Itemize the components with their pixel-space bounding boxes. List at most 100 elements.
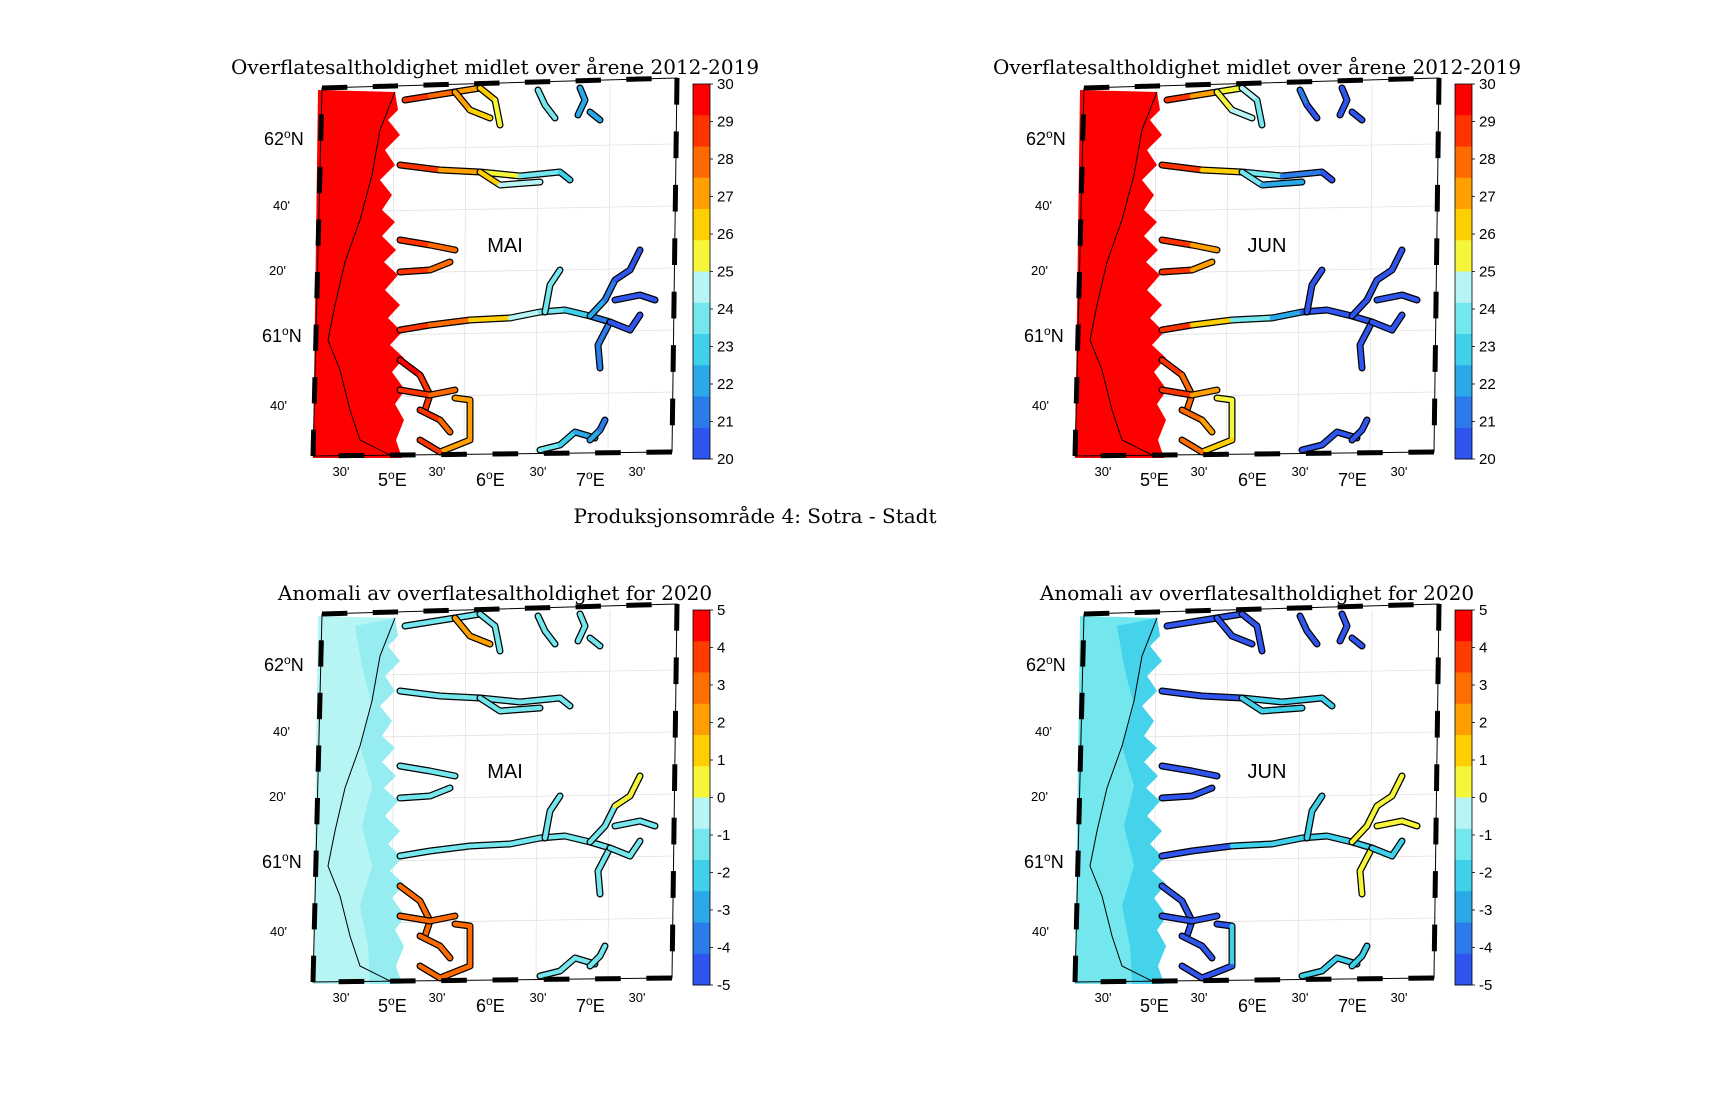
fjord-segment — [452, 611, 483, 621]
fjord-segment — [595, 868, 603, 897]
frame-dash — [318, 640, 324, 667]
fjord-segment — [1299, 442, 1325, 453]
lat-tick-label: 20' — [269, 789, 286, 804]
fjord-segment — [477, 611, 498, 629]
map-frame — [1072, 602, 1442, 985]
graticule-meridian — [463, 609, 467, 981]
fjord-segment — [492, 97, 503, 128]
fjord-segment — [1374, 292, 1405, 303]
fjord-segment — [1199, 167, 1245, 175]
hemisphere-label: N — [1051, 326, 1064, 346]
month-label: MAI — [487, 761, 523, 783]
fjord-segment — [397, 763, 433, 774]
colorbar-segment — [693, 766, 710, 798]
degree-symbol: o — [1046, 653, 1053, 667]
degree-symbol: o — [284, 653, 291, 667]
lat-tick-label: 40' — [270, 924, 287, 939]
fjord-segment — [1159, 848, 1195, 859]
fjord-segment — [1214, 615, 1235, 639]
fjord-segment — [1297, 613, 1310, 634]
colorbar-tick-label: -3 — [717, 902, 730, 919]
degree-symbol: o — [1044, 850, 1051, 864]
frame-dash — [1083, 610, 1110, 617]
fjord-segment — [397, 387, 433, 398]
fjord-segment — [542, 628, 558, 647]
hemisphere-label: E — [493, 470, 505, 490]
lon-tick-label: 5oE — [1140, 468, 1169, 490]
colorbar-tick-label: 0 — [717, 790, 725, 807]
colorbar-tick-label: -2 — [717, 865, 730, 882]
lon-tick-label: 7oE — [1338, 468, 1367, 490]
fjord-segment — [452, 615, 473, 639]
fjord-segment — [1319, 955, 1340, 974]
colorbar-tick-label: 20 — [717, 451, 734, 468]
colorbar-segment — [1455, 209, 1472, 241]
fjord-segment — [1399, 818, 1420, 829]
colorbar-tick-label: 25 — [717, 264, 734, 281]
lon-tick-label: 30' — [1391, 990, 1408, 1005]
fjord-segment — [535, 87, 548, 108]
fjord-segment — [452, 395, 473, 403]
fjord-segment — [1179, 963, 1205, 981]
panel-title: Overflatesaltholdighet midlet over årene… — [231, 55, 759, 79]
fjord-segment — [1214, 395, 1235, 403]
fjord-segment — [1319, 169, 1335, 183]
lon-tick-label: 30' — [1095, 464, 1112, 479]
hemisphere-label: N — [291, 655, 304, 675]
colorbar-tick-label: 30 — [1479, 76, 1496, 93]
fjord-segment — [437, 437, 473, 455]
fjord-segment — [397, 913, 433, 924]
degree-symbol: o — [388, 468, 395, 482]
colorbar-tick-label: -4 — [1479, 940, 1492, 957]
degree-symbol: o — [282, 850, 289, 864]
lon-tick-label: 6oE — [476, 994, 505, 1016]
graticule-meridian — [535, 609, 539, 981]
colorbar-segment — [1455, 766, 1472, 798]
month-label: MAI — [487, 235, 523, 257]
fjord-segment — [497, 179, 543, 188]
colorbar: 30 29 28 27 26 25 24 23 22 21 20 — [1454, 76, 1496, 468]
fjord-segment — [562, 307, 593, 319]
frame-dash — [313, 850, 319, 877]
fjord-segment — [627, 312, 643, 333]
fjord-segment — [467, 841, 513, 849]
fjord-segment — [1189, 843, 1235, 854]
fjord-segment — [1164, 619, 1195, 629]
fjord-segment — [1269, 835, 1305, 847]
fjord-segment — [1159, 237, 1195, 248]
fjord-segment — [542, 808, 553, 841]
fjord-segment — [1349, 635, 1365, 649]
fjord-segment — [1269, 309, 1305, 321]
fjord-segment — [427, 768, 458, 779]
degree-symbol: o — [282, 324, 289, 338]
lon-tick-label: 30' — [629, 990, 646, 1005]
degree-symbol: o — [1150, 468, 1157, 482]
colorbar-segment — [1455, 302, 1472, 335]
fjord-segment — [557, 955, 578, 974]
colorbar-tick-label: 3 — [1479, 677, 1487, 694]
frame-dash — [1080, 114, 1086, 141]
graticule-meridian — [535, 83, 539, 455]
map-frame — [310, 76, 680, 459]
colorbar-segment — [1455, 365, 1472, 397]
hemisphere-label: E — [1157, 470, 1169, 490]
fjord-segment — [1349, 109, 1365, 123]
frame-dash — [1076, 271, 1082, 299]
frame-dash — [1076, 797, 1082, 825]
fjord-segment — [1159, 913, 1195, 924]
colorbar-tick-label: 29 — [717, 114, 734, 131]
frame-dash — [311, 903, 318, 930]
colorbar-segment — [693, 84, 710, 116]
colorbar-tick-label: -4 — [717, 940, 730, 957]
fjord-segment — [1399, 292, 1420, 303]
lon-tick-label: 7oE — [576, 468, 605, 490]
lon-tick-label: 7oE — [576, 994, 605, 1016]
lat-tick-label: 20' — [1031, 789, 1048, 804]
fjord-segment — [452, 85, 483, 95]
frame-dash — [316, 692, 323, 720]
area-boundary-line — [1089, 91, 1158, 456]
frame-dash — [311, 377, 318, 404]
fjord-network — [396, 84, 659, 456]
colorbar-segment — [1455, 115, 1472, 147]
panel-title: Anomali av overflatesaltholdighet for 20… — [277, 581, 712, 605]
